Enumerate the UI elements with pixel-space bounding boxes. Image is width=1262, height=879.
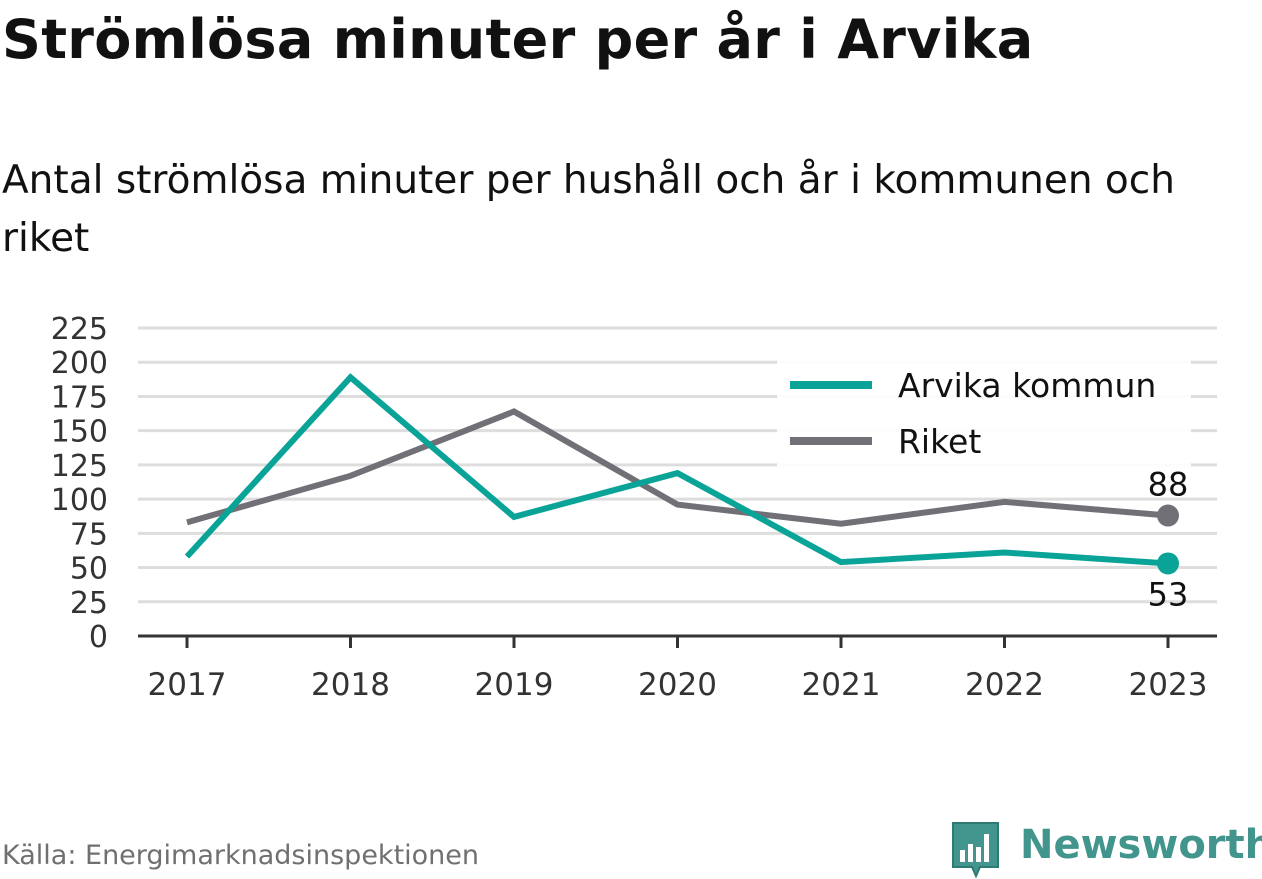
end-marker-arvika bbox=[1157, 552, 1179, 575]
chart-title: Strömlösa minuter per år i Arvika bbox=[2, 8, 1034, 71]
y-tick-label: 225 bbox=[51, 312, 108, 347]
newsworthy-logo-icon bbox=[952, 822, 999, 879]
x-tick-label: 2022 bbox=[965, 667, 1044, 703]
end-marker-riket bbox=[1157, 504, 1179, 527]
brand-logo: Newsworthy bbox=[950, 820, 1262, 879]
source-note: Källa: Energimarknadsinspektionen bbox=[2, 840, 480, 871]
legend-label: Arvika kommun bbox=[898, 366, 1156, 405]
y-tick-label: 100 bbox=[51, 483, 108, 518]
x-tick-label: 2020 bbox=[638, 667, 717, 703]
chart-subtitle: Antal strömlösa minuter per hushåll och … bbox=[2, 158, 1175, 261]
y-tick-label: 200 bbox=[51, 346, 108, 381]
x-tick-label: 2023 bbox=[1129, 667, 1208, 703]
y-tick-label: 125 bbox=[51, 449, 108, 484]
x-tick-label: 2017 bbox=[148, 667, 227, 703]
legend-label: Riket bbox=[898, 422, 981, 461]
series-line-riket bbox=[186, 408, 1169, 527]
y-tick-label: 25 bbox=[70, 586, 108, 621]
x-axis-ticks: 2017 2018 2019 2020 2021 2022 2023 bbox=[148, 636, 1208, 703]
y-tick-label: 150 bbox=[51, 415, 108, 450]
legend-background bbox=[777, 360, 1191, 468]
y-tick-label: 175 bbox=[51, 380, 108, 415]
end-label-arvika: 53 bbox=[1148, 575, 1189, 613]
x-tick-label: 2019 bbox=[475, 667, 554, 703]
y-tick-label: 50 bbox=[70, 552, 108, 587]
brand-name: Newsworthy bbox=[1020, 822, 1262, 868]
legend: Arvika kommun Riket bbox=[777, 360, 1191, 468]
end-label-riket: 88 bbox=[1148, 466, 1189, 504]
series-line-arvika bbox=[184, 373, 1169, 567]
series bbox=[184, 373, 1179, 575]
y-tick-label: 0 bbox=[89, 620, 108, 655]
x-tick-label: 2018 bbox=[311, 667, 390, 703]
y-tick-label: 75 bbox=[70, 517, 108, 552]
x-tick-label: 2021 bbox=[802, 667, 881, 703]
end-labels: 88 53 bbox=[1148, 466, 1189, 614]
